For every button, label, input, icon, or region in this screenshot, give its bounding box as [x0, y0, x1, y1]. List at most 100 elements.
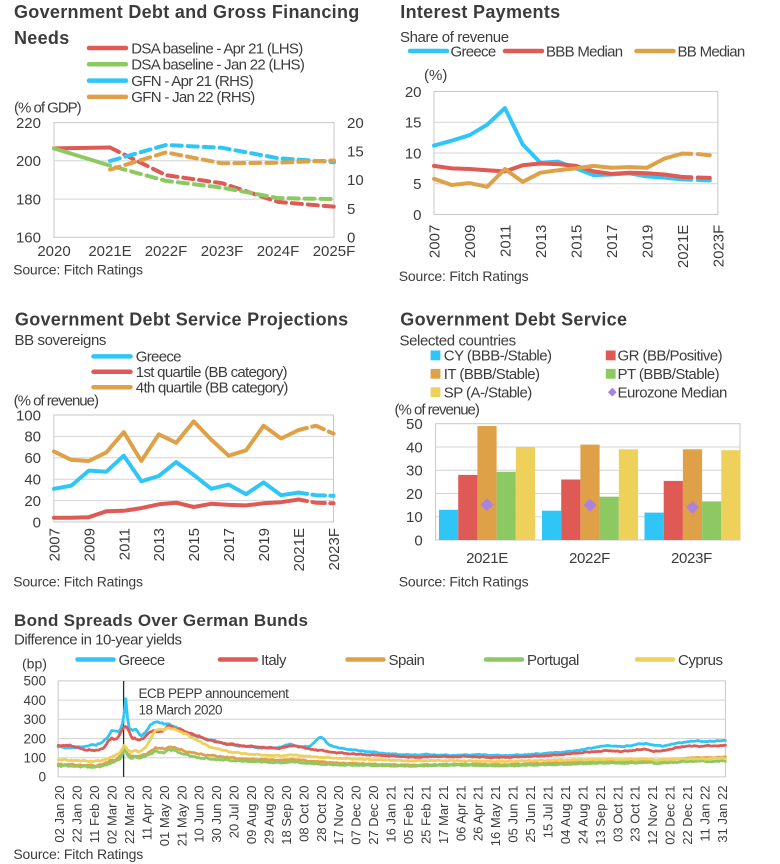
- svg-text:27 Dec 20: 27 Dec 20: [366, 786, 381, 845]
- svg-text:CY (BBB-/Stable): CY (BBB-/Stable): [444, 348, 552, 365]
- svg-text:09 Aug 20: 09 Aug 20: [244, 786, 259, 845]
- svg-text:5: 5: [413, 176, 421, 193]
- svg-text:02 Mar 20: 02 Mar 20: [105, 786, 120, 845]
- svg-text:20: 20: [347, 115, 364, 132]
- svg-text:50: 50: [406, 416, 423, 433]
- svg-text:2024F: 2024F: [257, 243, 300, 260]
- svg-text:Difference in 10-year yields: Difference in 10-year yields: [14, 632, 181, 649]
- svg-text:25 Jun 21: 25 Jun 21: [523, 786, 538, 843]
- svg-text:15: 15: [347, 144, 364, 161]
- svg-text:02 Jan 20: 02 Jan 20: [52, 786, 67, 843]
- svg-text:23 Oct 21: 23 Oct 21: [628, 786, 643, 842]
- svg-text:Spain: Spain: [389, 652, 425, 669]
- svg-text:BB sovereigns: BB sovereigns: [15, 332, 107, 349]
- svg-text:01 May 20: 01 May 20: [157, 786, 172, 847]
- svg-text:16 Jan 21: 16 Jan 21: [384, 786, 399, 843]
- svg-text:2011: 2011: [116, 528, 133, 560]
- svg-text:2020: 2020: [37, 243, 70, 260]
- svg-text:(%): (%): [424, 67, 447, 84]
- svg-text:0: 0: [33, 514, 41, 531]
- svg-text:60: 60: [24, 450, 41, 467]
- svg-text:0: 0: [414, 532, 422, 549]
- svg-text:Interest Payments: Interest Payments: [400, 2, 560, 22]
- svg-text:22 Jan 20: 22 Jan 20: [70, 786, 85, 843]
- svg-text:Source: Fitch Ratings: Source: Fitch Ratings: [13, 573, 143, 589]
- svg-text:(% of revenue): (% of revenue): [14, 392, 99, 409]
- svg-text:05 Jun 21: 05 Jun 21: [506, 786, 521, 843]
- svg-text:80: 80: [24, 429, 41, 446]
- svg-text:GFN - Apr 21 (RHS): GFN - Apr 21 (RHS): [131, 73, 253, 90]
- svg-text:40: 40: [406, 439, 423, 456]
- svg-text:Portugal: Portugal: [527, 652, 579, 669]
- svg-text:15 Jul 21: 15 Jul 21: [541, 786, 556, 839]
- svg-text:2021E: 2021E: [466, 550, 508, 567]
- svg-text:18 March 2020: 18 March 2020: [139, 703, 223, 718]
- svg-text:2015: 2015: [568, 225, 585, 258]
- svg-text:Source: Fitch Ratings: Source: Fitch Ratings: [13, 846, 143, 862]
- svg-text:06 Apr 21: 06 Apr 21: [453, 786, 468, 842]
- svg-text:08 Oct 20: 08 Oct 20: [296, 786, 311, 842]
- svg-text:2007: 2007: [427, 225, 444, 258]
- svg-text:18 Sep 20: 18 Sep 20: [279, 786, 294, 845]
- svg-text:1st quartile (BB category): 1st quartile (BB category): [136, 364, 288, 381]
- svg-text:100: 100: [16, 407, 41, 424]
- svg-text:2023F: 2023F: [710, 225, 727, 268]
- svg-text:IT (BBB/Stable): IT (BBB/Stable): [444, 366, 540, 383]
- svg-text:20: 20: [406, 486, 423, 503]
- svg-text:300: 300: [23, 712, 46, 727]
- svg-text:DSA baseline - Apr 21 (LHS): DSA baseline - Apr 21 (LHS): [131, 40, 303, 57]
- svg-text:200: 200: [16, 153, 41, 170]
- svg-text:02 Dec 21: 02 Dec 21: [663, 786, 678, 845]
- svg-text:40: 40: [24, 472, 41, 489]
- svg-text:DSA baseline - Jan 22 (LHS): DSA baseline - Jan 22 (LHS): [131, 57, 305, 74]
- svg-text:2023F: 2023F: [326, 528, 343, 571]
- svg-text:0: 0: [413, 207, 421, 224]
- svg-text:22 Mar 20: 22 Mar 20: [122, 786, 137, 845]
- svg-text:20 Jul 20: 20 Jul 20: [227, 786, 242, 839]
- svg-text:11 Feb 20: 11 Feb 20: [87, 786, 102, 844]
- svg-text:03 Oct 21: 03 Oct 21: [610, 786, 625, 842]
- svg-text:05 Feb 21: 05 Feb 21: [401, 786, 416, 845]
- svg-text:500: 500: [23, 674, 46, 689]
- svg-text:22 Dec 21: 22 Dec 21: [680, 786, 695, 845]
- svg-text:Source: Fitch Ratings: Source: Fitch Ratings: [399, 573, 529, 589]
- svg-text:13 Sep 21: 13 Sep 21: [593, 786, 608, 845]
- svg-text:(bp): (bp): [22, 656, 47, 672]
- svg-text:5: 5: [347, 201, 355, 218]
- svg-text:2017: 2017: [221, 528, 238, 561]
- svg-text:(% of revenue): (% of revenue): [395, 402, 480, 419]
- svg-text:Bond Spreads Over German Bunds: Bond Spreads Over German Bunds: [14, 611, 308, 630]
- svg-text:Source: Fitch Ratings: Source: Fitch Ratings: [13, 261, 143, 277]
- svg-text:GFN - Jan 22 (RHS): GFN - Jan 22 (RHS): [131, 89, 255, 106]
- svg-text:Cyprus: Cyprus: [678, 652, 723, 669]
- svg-text:Needs: Needs: [14, 28, 70, 48]
- svg-text:Greece: Greece: [136, 349, 181, 366]
- svg-text:28 Oct 20: 28 Oct 20: [314, 786, 329, 842]
- svg-text:25 Feb 21: 25 Feb 21: [418, 786, 433, 845]
- svg-text:BB Median: BB Median: [678, 43, 745, 60]
- svg-text:Government Debt and Gross Fina: Government Debt and Gross Financing: [14, 2, 360, 22]
- svg-text:0: 0: [347, 230, 355, 247]
- svg-text:04 Aug 21: 04 Aug 21: [558, 786, 573, 845]
- svg-text:180: 180: [16, 191, 41, 208]
- svg-text:10 Jun 20: 10 Jun 20: [192, 786, 207, 843]
- svg-text:Selected countries: Selected countries: [400, 333, 516, 350]
- svg-text:BBB Median: BBB Median: [546, 43, 623, 60]
- svg-text:21 May 20: 21 May 20: [174, 786, 189, 847]
- svg-text:30 Jun 20: 30 Jun 20: [209, 786, 224, 843]
- svg-text:(% of GDP): (% of GDP): [14, 100, 82, 117]
- svg-text:160: 160: [16, 230, 41, 247]
- svg-text:24 Aug 21: 24 Aug 21: [575, 786, 590, 845]
- svg-text:2009: 2009: [462, 225, 479, 258]
- svg-text:11 Apr 20: 11 Apr 20: [139, 786, 154, 841]
- svg-text:11 Jan 22: 11 Jan 22: [698, 786, 713, 842]
- svg-text:15: 15: [405, 115, 422, 132]
- svg-text:Share of revenue: Share of revenue: [400, 29, 509, 46]
- svg-text:ECB PEPP announcement: ECB PEPP announcement: [139, 686, 290, 701]
- svg-text:2021E: 2021E: [88, 243, 131, 260]
- svg-text:2011: 2011: [497, 225, 514, 257]
- svg-text:Government Debt Service Projec: Government Debt Service Projections: [15, 310, 349, 330]
- svg-text:31 Jan 22: 31 Jan 22: [715, 786, 730, 843]
- svg-text:2022F: 2022F: [145, 243, 188, 260]
- svg-text:20: 20: [24, 493, 41, 510]
